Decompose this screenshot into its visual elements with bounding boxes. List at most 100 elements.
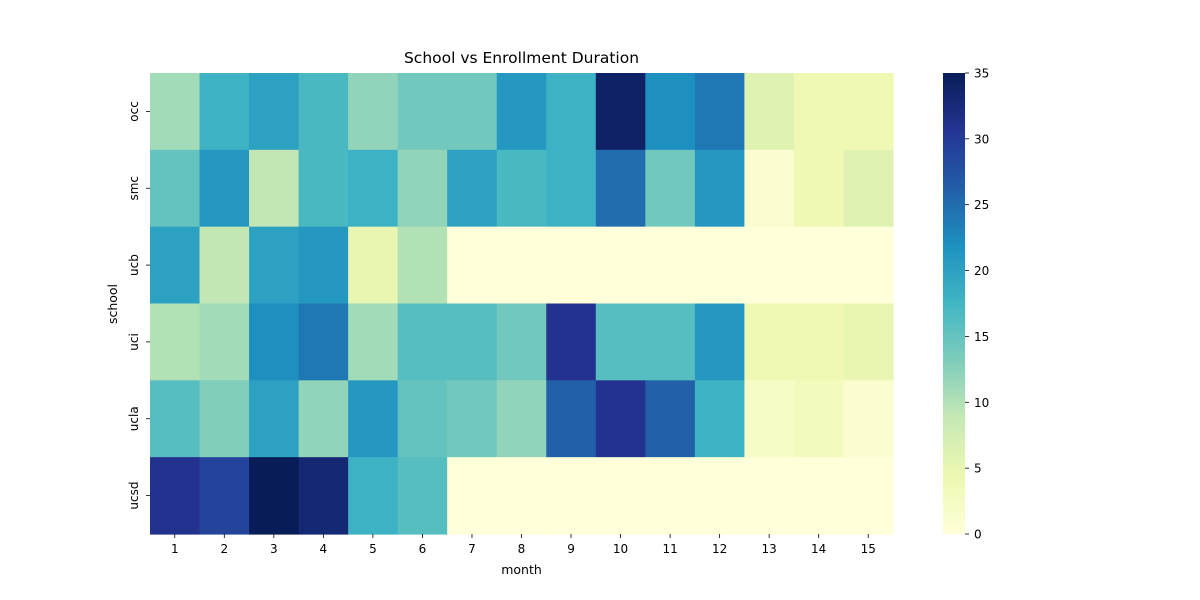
heatmap-cell xyxy=(397,226,448,305)
heatmap-cell xyxy=(397,457,448,535)
heatmap-cell xyxy=(793,149,845,228)
heatmap-cell xyxy=(348,149,399,228)
colorbar-tick-label: 30 xyxy=(974,132,989,146)
heatmap-cell xyxy=(546,380,597,458)
heatmap-cell xyxy=(645,380,696,458)
heatmap-cell xyxy=(694,303,745,381)
x-axis-label: month xyxy=(501,562,542,577)
heatmap-cell xyxy=(496,73,547,151)
heatmap-cell xyxy=(496,380,547,458)
colorbar-tick-label: 25 xyxy=(974,198,989,212)
heatmap-cell xyxy=(496,457,547,535)
heatmap-cell xyxy=(546,457,597,535)
colorbar-tick-label: 0 xyxy=(974,528,982,542)
heatmap-cell xyxy=(546,303,597,381)
heatmap-cell xyxy=(595,303,646,381)
heatmap-cell xyxy=(150,380,201,458)
heatmap-cell xyxy=(843,457,894,535)
heatmap-cell xyxy=(595,149,646,228)
heatmap-cell xyxy=(744,226,795,305)
heatmap-cell xyxy=(496,226,547,305)
heatmap-cell xyxy=(843,380,894,458)
heatmap-cell xyxy=(793,303,845,381)
heatmap-cells xyxy=(150,73,894,535)
heatmap-cell xyxy=(199,457,250,535)
heatmap-cell xyxy=(744,73,795,151)
y-tick-label: ucsd xyxy=(127,482,141,510)
x-tick-label: 2 xyxy=(220,542,228,556)
heatmap-cell xyxy=(249,73,300,151)
x-tick-label: 11 xyxy=(662,542,677,556)
heatmap-cell xyxy=(150,73,201,151)
heatmap-cell xyxy=(496,303,547,381)
heatmap-cell xyxy=(298,457,349,535)
heatmap-cell xyxy=(843,73,894,151)
colorbar-tick-label: 35 xyxy=(974,67,989,81)
heatmap-cell xyxy=(694,380,745,458)
y-tick-label: occ xyxy=(127,101,141,122)
heatmap-cell xyxy=(843,303,894,381)
heatmap-cell xyxy=(298,303,349,381)
heatmap-cell xyxy=(595,457,646,535)
heatmap-cell xyxy=(447,73,498,151)
heatmap-cell xyxy=(348,73,399,151)
chart-title: School vs Enrollment Duration xyxy=(404,49,639,67)
heatmap-cell xyxy=(199,149,250,228)
heatmap-cell xyxy=(348,380,399,458)
heatmap-cell xyxy=(249,226,300,305)
y-tick-label: ucb xyxy=(127,254,141,276)
y-tick-label: smc xyxy=(127,176,141,201)
colorbar-tick-label: 15 xyxy=(974,330,989,344)
heatmap-cell xyxy=(744,303,795,381)
heatmap-cell xyxy=(694,226,745,305)
heatmap-cell xyxy=(447,149,498,228)
heatmap-cell xyxy=(595,380,646,458)
heatmap-cell xyxy=(645,73,696,151)
y-tick-label: uci xyxy=(127,333,141,351)
x-tick-label: 5 xyxy=(369,542,377,556)
heatmap-cell xyxy=(298,73,349,151)
heatmap-cell xyxy=(150,149,201,228)
heatmap-cell xyxy=(447,303,498,381)
heatmap-cell xyxy=(496,149,547,228)
y-axis-label: school xyxy=(105,284,120,324)
heatmap-cell xyxy=(199,380,250,458)
heatmap-cell xyxy=(397,73,448,151)
heatmap-cell xyxy=(645,226,696,305)
heatmap-cell xyxy=(694,457,745,535)
heatmap-cell xyxy=(694,73,745,151)
heatmap-cell xyxy=(744,380,795,458)
heatmap-cell xyxy=(249,380,300,458)
x-tick-label: 10 xyxy=(613,542,628,556)
heatmap-cell xyxy=(199,73,250,151)
heatmap-cell xyxy=(447,380,498,458)
heatmap-cell xyxy=(348,457,399,535)
heatmap-cell xyxy=(249,149,300,228)
y-tick-label: ucla xyxy=(127,406,141,431)
y-axis-ticks: occ smc ucb uci ucla ucsd xyxy=(127,101,150,510)
x-tick-label: 12 xyxy=(712,542,727,556)
x-tick-label: 1 xyxy=(171,542,179,556)
colorbar xyxy=(943,73,965,534)
heatmap-cell xyxy=(793,73,845,151)
heatmap-cell xyxy=(645,457,696,535)
x-tick-label: 15 xyxy=(861,542,876,556)
heatmap-cell xyxy=(298,149,349,228)
heatmap-cell xyxy=(397,380,448,458)
heatmap-cell xyxy=(249,457,300,535)
colorbar-ticks: 0 5 10 15 20 25 30 35 xyxy=(965,67,989,542)
colorbar-tick-label: 20 xyxy=(974,264,989,278)
heatmap-cell xyxy=(843,149,894,228)
heatmap-cell xyxy=(447,457,498,535)
heatmap-cell xyxy=(645,149,696,228)
heatmap-cell xyxy=(298,380,349,458)
heatmap-cell xyxy=(348,226,399,305)
x-tick-label: 14 xyxy=(811,542,826,556)
heatmap-cell xyxy=(645,303,696,381)
heatmap-cell xyxy=(793,226,845,305)
heatmap-cell xyxy=(447,226,498,305)
heatmap-cell xyxy=(694,149,745,228)
colorbar-tick-label: 5 xyxy=(974,462,982,476)
heatmap-cell xyxy=(298,226,349,305)
